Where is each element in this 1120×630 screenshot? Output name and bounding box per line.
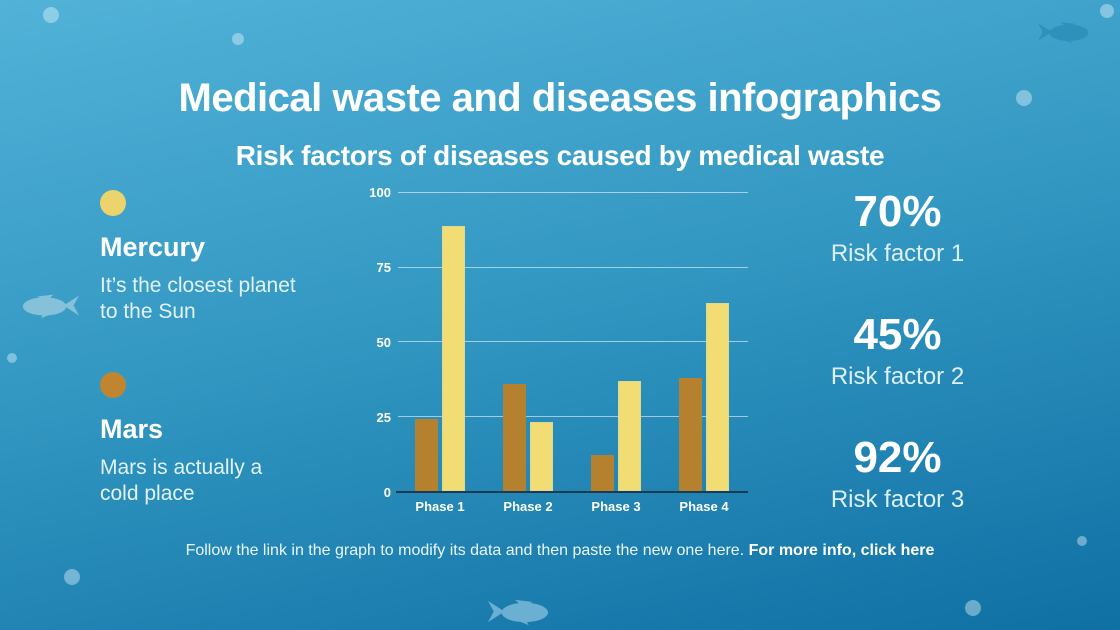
gridline [398,192,748,193]
y-axis-label: 0 [383,485,391,500]
fish-icon [21,291,79,320]
bubble-decoration [232,33,244,45]
stat-value: 45% [853,310,942,359]
bar-group: Phase 2 [503,193,553,514]
mars-dot-icon [100,372,126,398]
footer-text: Follow the link in the graph to modify i… [185,542,745,559]
legend-description: Mars is actually a cold place [100,456,263,505]
fish-icon [488,596,550,627]
legend-description: It’s the closest planet to the Sun [100,274,296,323]
x-axis-label: Phase 1 [415,499,465,514]
stat-risk-factor-3: 92% Risk factor 3 [795,432,1000,514]
bubble-decoration [43,7,59,23]
stat-risk-factor-1: 70% Risk factor 1 [795,186,1000,268]
stat-label: Risk factor 1 [830,240,965,267]
bar-mars [503,383,526,491]
bubble-decoration [965,600,981,616]
fish-icon [1038,19,1090,45]
chart-y-axis: 0 25 50 75 100 [360,185,396,500]
bar-mars [415,419,438,491]
bar-group: Phase 3 [591,193,641,514]
footer-link[interactable]: For more info, click here [748,542,935,559]
bubble-decoration [64,569,80,585]
y-axis-label: 50 [376,335,391,350]
stat-risk-factor-2: 45% Risk factor 2 [795,309,1000,391]
legend-name: Mercury [100,232,206,262]
bar-group: Phase 1 [415,193,465,514]
page-subtitle: Risk factors of diseases caused by medic… [235,140,885,171]
bar-mercury [706,303,729,491]
bar-mercury [530,422,553,491]
legend-item-mercury: Mercury It’s the closest planet to the S… [100,190,315,325]
stat-value: 92% [853,433,942,482]
y-axis-label: 100 [369,185,391,200]
bar-chart[interactable]: 0 25 50 75 100 Phase 1 Phase 2 Phase 3 Phase 4 [360,185,748,514]
bar-mercury [618,380,641,491]
y-axis-label: 75 [376,260,391,275]
chart-plot: Phase 1 Phase 2 Phase 3 Phase 4 [396,192,748,514]
legend-item-mars: Mars Mars is actually a cold place [100,372,315,507]
page-title: Medical waste and diseases infographics [178,76,943,120]
gridline [398,415,748,417]
bar-mars [591,455,614,491]
bar-mars [679,377,702,491]
bubble-decoration [1100,4,1114,18]
bubble-decoration [1016,90,1032,106]
stat-label: Risk factor 2 [830,363,965,390]
bar-group: Phase 4 [679,193,729,514]
y-axis-label: 25 [376,410,391,425]
stat-value: 70% [853,187,942,236]
bubble-decoration [7,353,17,363]
bar-mercury [442,225,465,491]
x-axis-label: Phase 3 [591,499,641,514]
gridline [398,341,748,342]
gridline [398,266,748,268]
mercury-dot-icon [100,190,126,216]
x-axis-label: Phase 2 [503,499,553,514]
footer-note: Follow the link in the graph to modify i… [0,542,1120,560]
bubble-decoration [1077,536,1087,546]
legend-name: Mars [100,414,164,444]
x-axis-label: Phase 4 [679,499,729,514]
chart-groups: Phase 1 Phase 2 Phase 3 Phase 4 [396,193,748,514]
stat-label: Risk factor 3 [830,486,965,513]
